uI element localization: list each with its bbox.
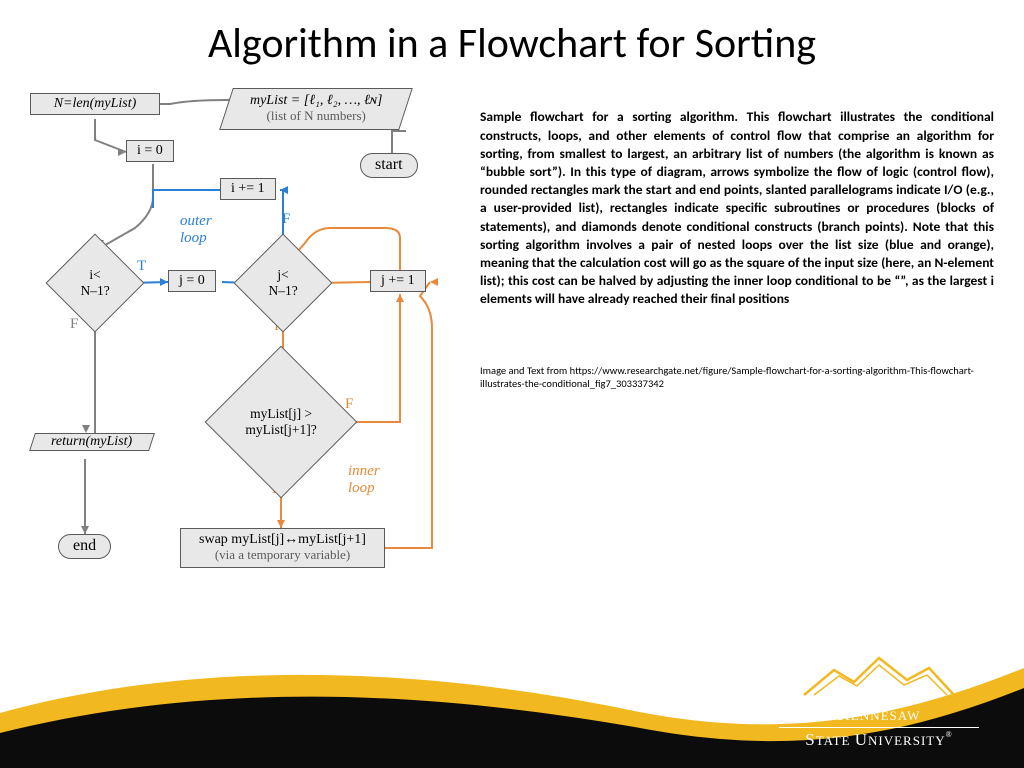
node-iinc: i += 1 — [220, 178, 276, 200]
flowchart: TFFTFT start myList = [ℓ₁, ℓ₂, …, ℓɴ] (l… — [30, 78, 460, 578]
label-outer-loop: outer loop — [180, 213, 212, 247]
label-inner-loop: inner loop — [348, 463, 380, 497]
node-end: end — [58, 534, 111, 558]
body-text: Sample flowchart for a sorting algorithm… — [480, 108, 994, 308]
node-j-lt-n: j< N–1? — [234, 234, 333, 333]
node-jinc: j += 1 — [370, 270, 426, 292]
node-swap: swap myList[j]↔myList[j+1] (via a tempor… — [180, 528, 385, 568]
node-compare: myList[j] > myList[j+1]? — [205, 346, 358, 499]
node-nlen: N=len(myList) — [30, 93, 160, 115]
svg-text:F: F — [70, 316, 78, 332]
svg-text:F: F — [282, 211, 290, 227]
node-return: return(myList) — [29, 433, 155, 451]
node-start: start — [360, 153, 418, 177]
svg-text:T: T — [137, 258, 146, 274]
credit-text: Image and Text from https://www.research… — [480, 364, 994, 391]
university-logo: KENNESAW STATE UNIVERSITY® — [779, 650, 979, 750]
node-mylist: myList = [ℓ₁, ℓ₂, …, ℓɴ] (list of N numb… — [219, 88, 413, 130]
slide-title: Algorithm in a Flowchart for Sorting — [0, 0, 1024, 68]
node-i0: i = 0 — [126, 140, 174, 162]
node-j0: j = 0 — [168, 270, 216, 292]
node-i-lt-n: i< N–1? — [46, 234, 145, 333]
